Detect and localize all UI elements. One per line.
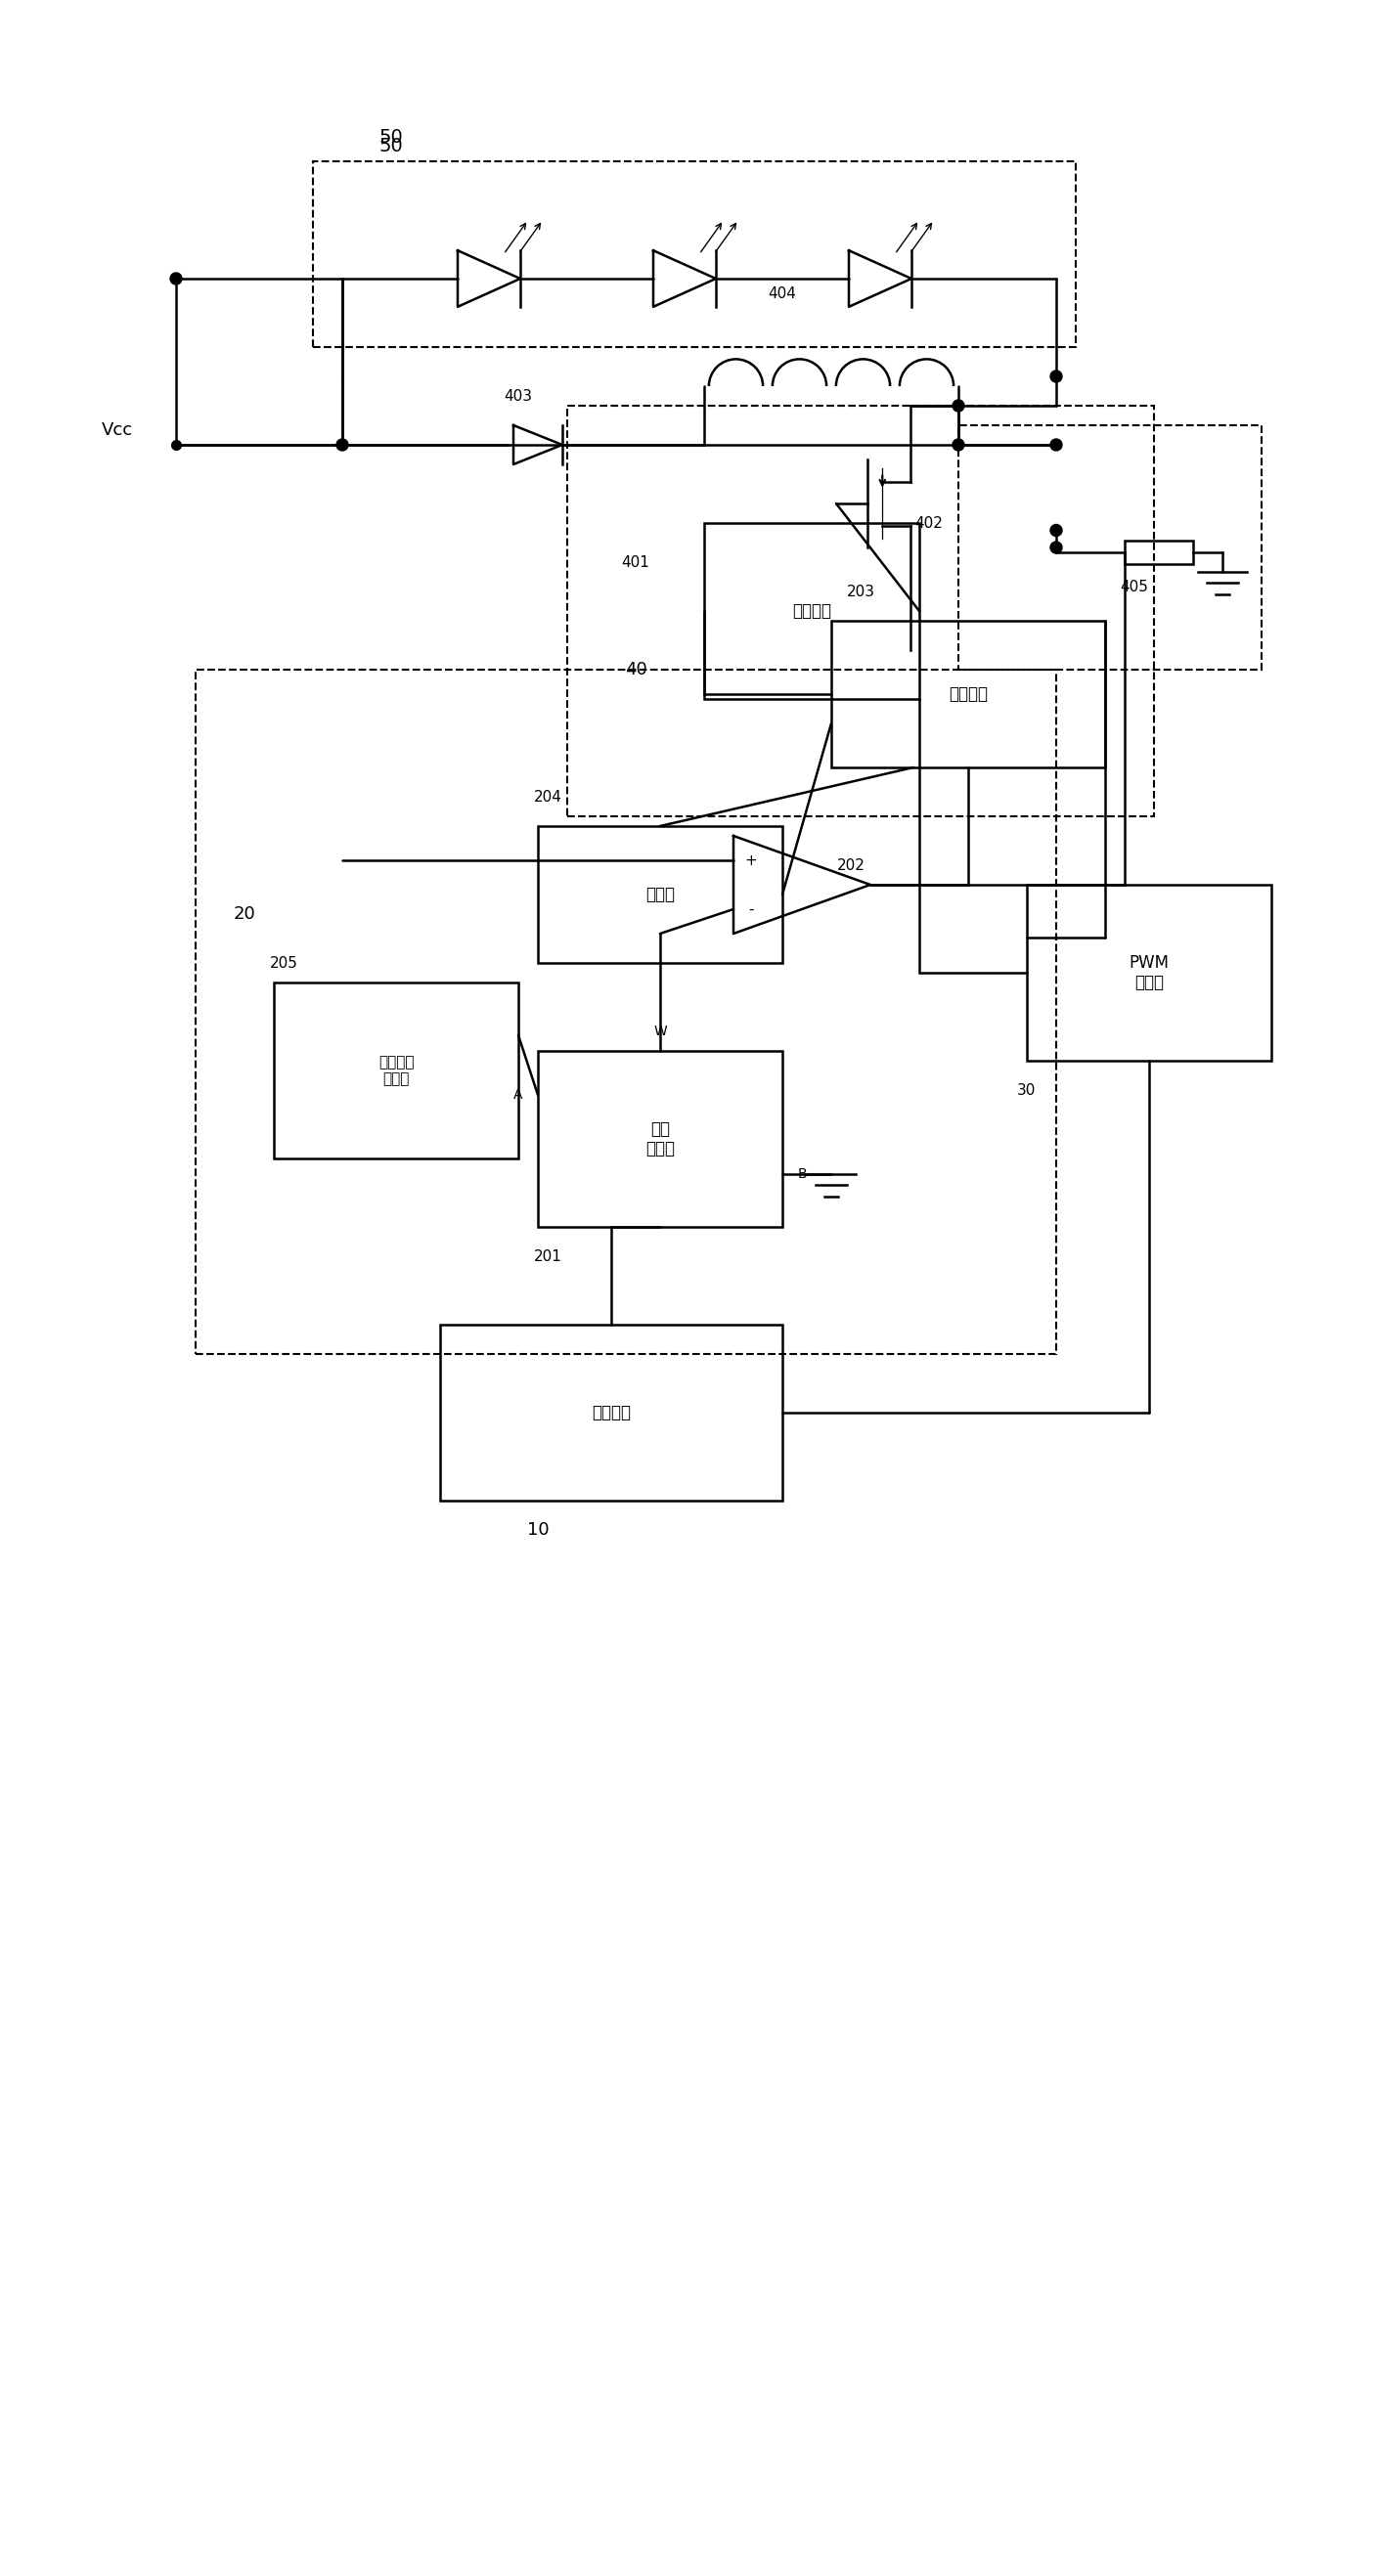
Text: 201: 201: [534, 1249, 562, 1265]
Text: 50: 50: [380, 129, 403, 147]
Text: 403: 403: [505, 389, 532, 404]
Circle shape: [953, 438, 964, 451]
Circle shape: [337, 438, 348, 451]
Bar: [440, 1324, 782, 1502]
Circle shape: [1050, 438, 1062, 451]
Text: B: B: [797, 1167, 807, 1180]
Text: 204: 204: [534, 788, 562, 804]
Circle shape: [953, 399, 964, 412]
Text: 50: 50: [380, 137, 403, 155]
Text: 参考电压
发生器: 参考电压 发生器: [378, 1054, 414, 1087]
Text: 逻辑电路: 逻辑电路: [949, 685, 987, 703]
Text: 10: 10: [527, 1522, 549, 1538]
Text: 微控制器: 微控制器: [591, 1404, 631, 1422]
Bar: [538, 827, 782, 963]
Text: 203: 203: [847, 585, 874, 598]
Text: Vcc: Vcc: [102, 422, 133, 438]
Text: 40: 40: [624, 662, 646, 677]
Text: 202: 202: [837, 858, 865, 873]
Bar: [314, 162, 1075, 348]
Circle shape: [1050, 541, 1062, 554]
Text: 振荡器: 振荡器: [645, 886, 675, 904]
Text: 404: 404: [769, 286, 796, 301]
Bar: [704, 523, 920, 698]
Text: 405: 405: [1121, 580, 1148, 595]
Circle shape: [170, 273, 182, 283]
Text: A: A: [514, 1087, 523, 1103]
Text: 402: 402: [914, 515, 943, 531]
Bar: [538, 1051, 782, 1226]
Text: PWM
发生器: PWM 发生器: [1129, 953, 1169, 992]
Bar: [832, 621, 1106, 768]
Text: -: -: [748, 902, 754, 917]
Bar: [568, 404, 1154, 817]
Circle shape: [1050, 371, 1062, 381]
Bar: [958, 425, 1261, 670]
Text: +: +: [745, 853, 758, 868]
Text: 401: 401: [622, 554, 650, 569]
Bar: [1027, 884, 1272, 1061]
Bar: [274, 981, 518, 1159]
Text: 205: 205: [270, 956, 298, 971]
Bar: [1125, 541, 1194, 564]
Text: W: W: [653, 1025, 667, 1038]
Text: 20: 20: [234, 904, 256, 922]
Circle shape: [1050, 526, 1062, 536]
Text: 与门电路: 与门电路: [792, 603, 832, 621]
Bar: [195, 670, 1056, 1355]
Text: 30: 30: [1018, 1082, 1037, 1097]
Text: 数字
电位器: 数字 电位器: [645, 1121, 675, 1157]
